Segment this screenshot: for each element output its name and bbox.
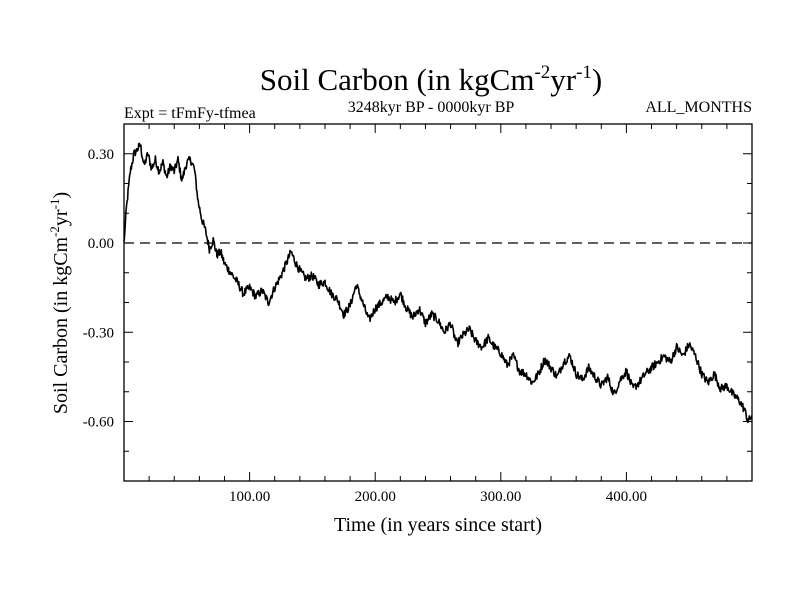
y-tick-label: -0.30	[83, 325, 114, 341]
y-axis-label: Soil Carbon (in kgCm-2yr-1)	[47, 192, 72, 414]
y-axis-label-sup2: -1	[47, 199, 62, 210]
chart-title: Soil Carbon (in kgCm-2yr-1)	[260, 62, 603, 97]
y-axis-label-mid: yr	[50, 209, 72, 226]
chart-title-main: Soil Carbon (in kgCm	[260, 62, 535, 97]
y-axis-label-main: Soil Carbon (in kgCm	[50, 236, 72, 414]
tick-labels: 100.00 200.00 300.00 400.00 0.30 0.00 -0.30 -0.…	[83, 147, 647, 505]
y-tick-label: 0.00	[88, 236, 114, 252]
x-tick-label: 400.00	[606, 489, 647, 505]
x-tick-label: 200.00	[355, 489, 396, 505]
series-group	[123, 142, 753, 424]
chart-title-sup1: -2	[534, 62, 550, 83]
subtitle-center: 3248kyr BP - 0000kyr BP	[348, 99, 515, 116]
subtitle-left: Expt = tFmFy-tfmea	[124, 105, 256, 122]
y-tick-label: -0.60	[83, 415, 114, 431]
chart-title-end: )	[592, 62, 602, 97]
x-tick-label: 300.00	[480, 489, 521, 505]
chart-title-mid: yr	[550, 62, 577, 97]
subtitle-right: ALL_MONTHS	[645, 99, 752, 116]
series-line-soil-carbon	[123, 142, 753, 424]
x-axis-label: Time (in years since start)	[334, 514, 542, 536]
plot-frame	[123, 123, 753, 482]
y-axis-label-end: )	[50, 192, 72, 199]
chart-title-sup2: -1	[576, 62, 592, 83]
y-axis-label-sup1: -2	[47, 226, 62, 237]
x-tick-label: 100.00	[229, 489, 270, 505]
axis-ticks	[124, 124, 752, 481]
y-tick-label: 0.30	[88, 147, 114, 163]
